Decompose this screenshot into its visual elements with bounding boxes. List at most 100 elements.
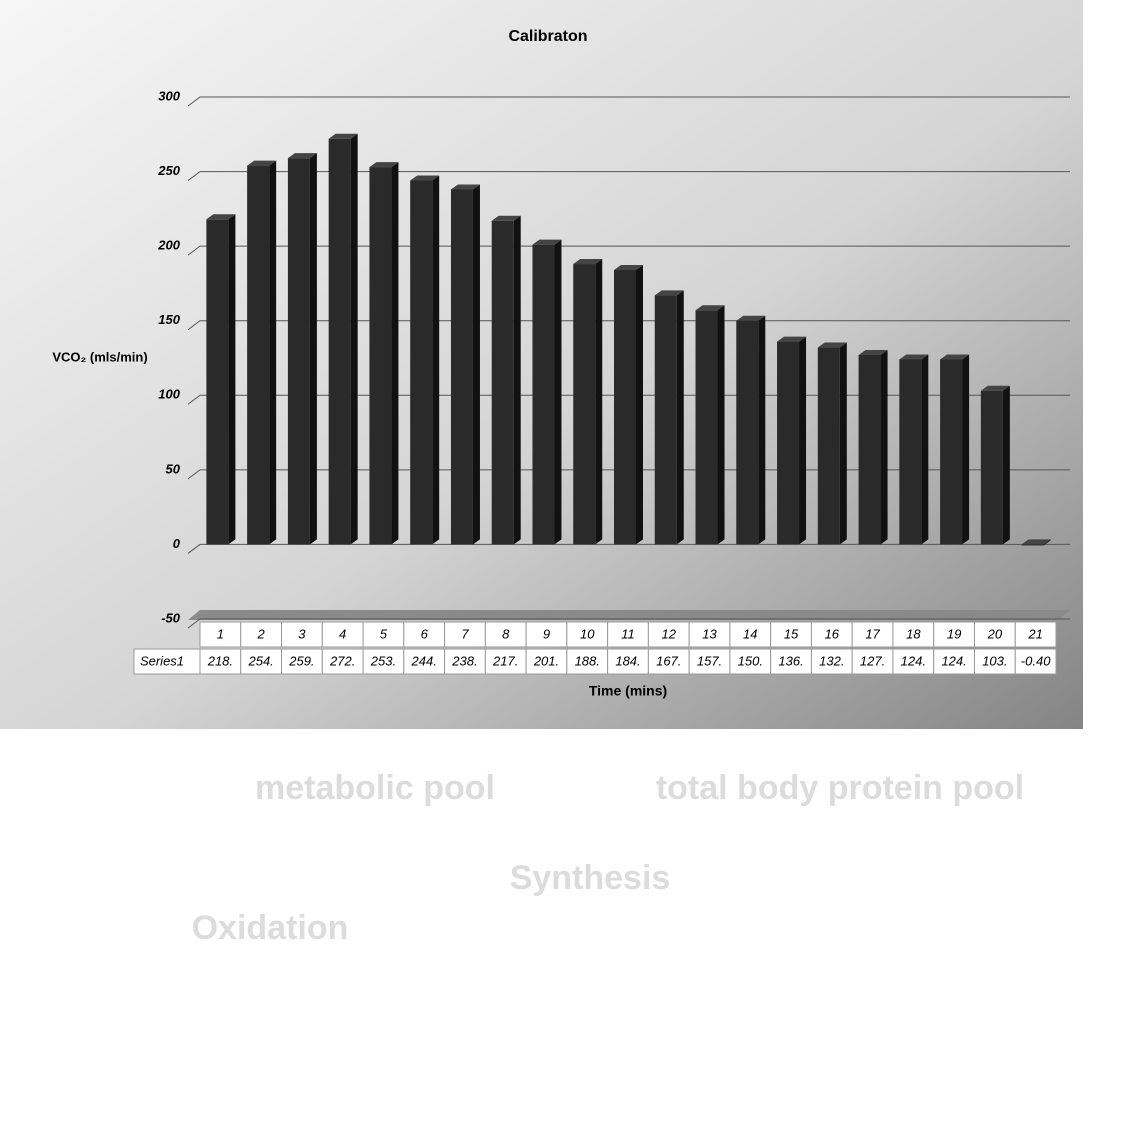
table-cell: [281, 621, 323, 648]
table-cell: [688, 648, 731, 675]
table-cell: [933, 648, 975, 675]
x-tick-label: 14: [743, 626, 757, 641]
table-cell: [892, 621, 935, 648]
data-label: 127.: [860, 653, 885, 668]
bar-top: [654, 290, 684, 296]
data-label: 188.: [575, 653, 600, 668]
bar-side: [595, 259, 603, 545]
data-label: 218.: [207, 653, 233, 668]
bar: [614, 270, 636, 545]
grid-line: [187, 245, 1070, 256]
table-cell: [973, 648, 1016, 675]
table-cell: [647, 621, 690, 648]
bar-side: [717, 305, 725, 545]
x-tick-label: 15: [784, 626, 799, 641]
x-axis-label: Time (mins): [589, 683, 667, 699]
table-cell: [240, 621, 283, 648]
floor: [188, 610, 1070, 620]
table-cell: [525, 648, 568, 675]
table-cell: [607, 648, 649, 675]
bar-top: [287, 153, 317, 159]
bar-top: [1021, 539, 1051, 545]
data-label: 103.: [982, 653, 1007, 668]
bar: [817, 347, 840, 545]
bar: [410, 180, 433, 545]
bar-side: [758, 315, 766, 545]
table-cell: [281, 648, 323, 675]
grid-line: [187, 618, 1070, 629]
bar-top: [206, 214, 236, 220]
grid-line: [187, 320, 1070, 331]
table-cell: [362, 648, 405, 675]
x-tick-label: 19: [947, 626, 961, 641]
y-tick-label: 100: [158, 387, 180, 402]
bar-top: [369, 162, 399, 168]
bar: [777, 341, 800, 545]
bar-top: [858, 350, 888, 356]
x-tick-label: 21: [1027, 626, 1042, 641]
x-tick-label: 8: [502, 626, 510, 641]
bar-side: [676, 290, 684, 545]
y-tick-label: 150: [158, 312, 180, 327]
bar: [450, 189, 473, 545]
data-label: 167.: [656, 653, 681, 668]
data-label: 254.: [247, 653, 273, 668]
bar-side: [880, 350, 888, 545]
bar-top: [410, 175, 440, 181]
bar: [573, 264, 596, 545]
x-tick-label: 6: [421, 626, 429, 641]
bar-top: [777, 336, 807, 342]
grid-line: [187, 171, 1070, 181]
data-label: 272.: [329, 653, 355, 668]
table-cell: [770, 648, 812, 675]
bar-top: [736, 315, 766, 321]
background-label: Oxidation: [192, 909, 349, 947]
data-label: 124.: [941, 653, 966, 668]
bar-side: [799, 336, 807, 545]
y-tick-label: 0: [173, 536, 181, 551]
table-cell: [321, 648, 364, 675]
bar-top: [247, 160, 277, 166]
y-tick-label: 200: [157, 238, 180, 253]
bar: [1021, 544, 1044, 546]
y-tick-label: 50: [166, 461, 181, 476]
table-cell: [484, 621, 527, 648]
bar-side: [309, 153, 317, 545]
background-label: total body protein pool: [656, 769, 1024, 807]
table-cell: [403, 648, 446, 675]
bar: [858, 355, 881, 545]
bar-side: [1002, 385, 1010, 545]
bar: [287, 158, 310, 545]
x-tick-label: 16: [825, 626, 840, 641]
table-cell: [729, 621, 772, 648]
data-label: 201.: [533, 653, 559, 668]
bar-side: [228, 214, 236, 545]
table-cell: [892, 648, 935, 675]
grid-line: [187, 96, 1070, 107]
x-tick-label: 20: [987, 626, 1003, 641]
bar-top: [695, 305, 725, 311]
x-tick-label: 9: [543, 626, 550, 641]
table-cell: [729, 648, 772, 675]
bar-top: [940, 354, 970, 360]
x-tick-label: 2: [257, 626, 266, 641]
bar-top: [450, 184, 480, 190]
x-tick-label: 17: [865, 626, 880, 641]
bar-top: [614, 265, 643, 271]
y-axis-label: VCO₂ (mls/min): [52, 349, 147, 364]
bar: [736, 320, 759, 545]
table-cell: [444, 621, 486, 648]
x-tick-label: 3: [298, 626, 306, 641]
x-tick-label: 10: [580, 626, 595, 641]
bar-side: [432, 175, 440, 545]
x-tick-label: 11: [621, 626, 635, 641]
bar: [654, 295, 677, 545]
background-label: metabolic pool: [255, 769, 495, 807]
legend-cell: [133, 648, 201, 675]
data-label: 238.: [451, 653, 477, 668]
x-tick-label: 13: [702, 626, 717, 641]
table-cell: [810, 648, 853, 675]
table-cell: [321, 621, 364, 648]
table-cell: [240, 648, 283, 675]
